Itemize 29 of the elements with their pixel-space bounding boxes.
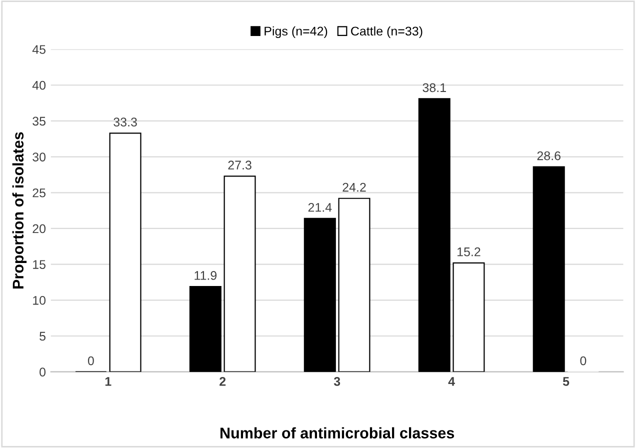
x-tick-label: 3 <box>334 377 340 386</box>
data-label: 0 <box>580 356 586 366</box>
data-label: 11.9 <box>194 271 217 280</box>
y-tick-label: 0 <box>40 368 46 376</box>
y-tick-label: 45 <box>32 45 46 54</box>
x-tick-label: 2 <box>220 377 226 386</box>
y-tick-label: 15 <box>33 260 46 269</box>
y-tick-label: 35 <box>32 116 46 126</box>
data-label: 38.1 <box>422 83 446 92</box>
data-label: 28.6 <box>537 151 560 160</box>
y-tick-label: 10 <box>33 296 46 305</box>
data-label: 0 <box>88 356 94 366</box>
legend-label: Pigs (n=42) <box>264 26 328 38</box>
data-label: 24.2 <box>342 182 366 192</box>
y-axis-title: Proportion of isolates <box>12 132 27 288</box>
y-tick-label: 5 <box>40 332 46 341</box>
x-tick-label: 4 <box>448 377 455 386</box>
legend-label: Cattle (n=33) <box>351 26 422 38</box>
data-label: 27.3 <box>228 160 252 170</box>
y-tick-label: 25 <box>32 188 46 198</box>
data-label: 33.3 <box>114 118 137 127</box>
data-label: 21.4 <box>308 202 332 212</box>
y-tick-label: 40 <box>32 80 46 90</box>
x-axis-title: Number of antimicrobial classes <box>220 427 454 438</box>
x-tick-label: 5 <box>562 377 570 386</box>
data-label: 15.2 <box>458 247 480 256</box>
y-tick-label: 20 <box>32 224 46 234</box>
y-tick-label: 30 <box>32 152 46 162</box>
x-tick-label: 1 <box>105 377 112 386</box>
